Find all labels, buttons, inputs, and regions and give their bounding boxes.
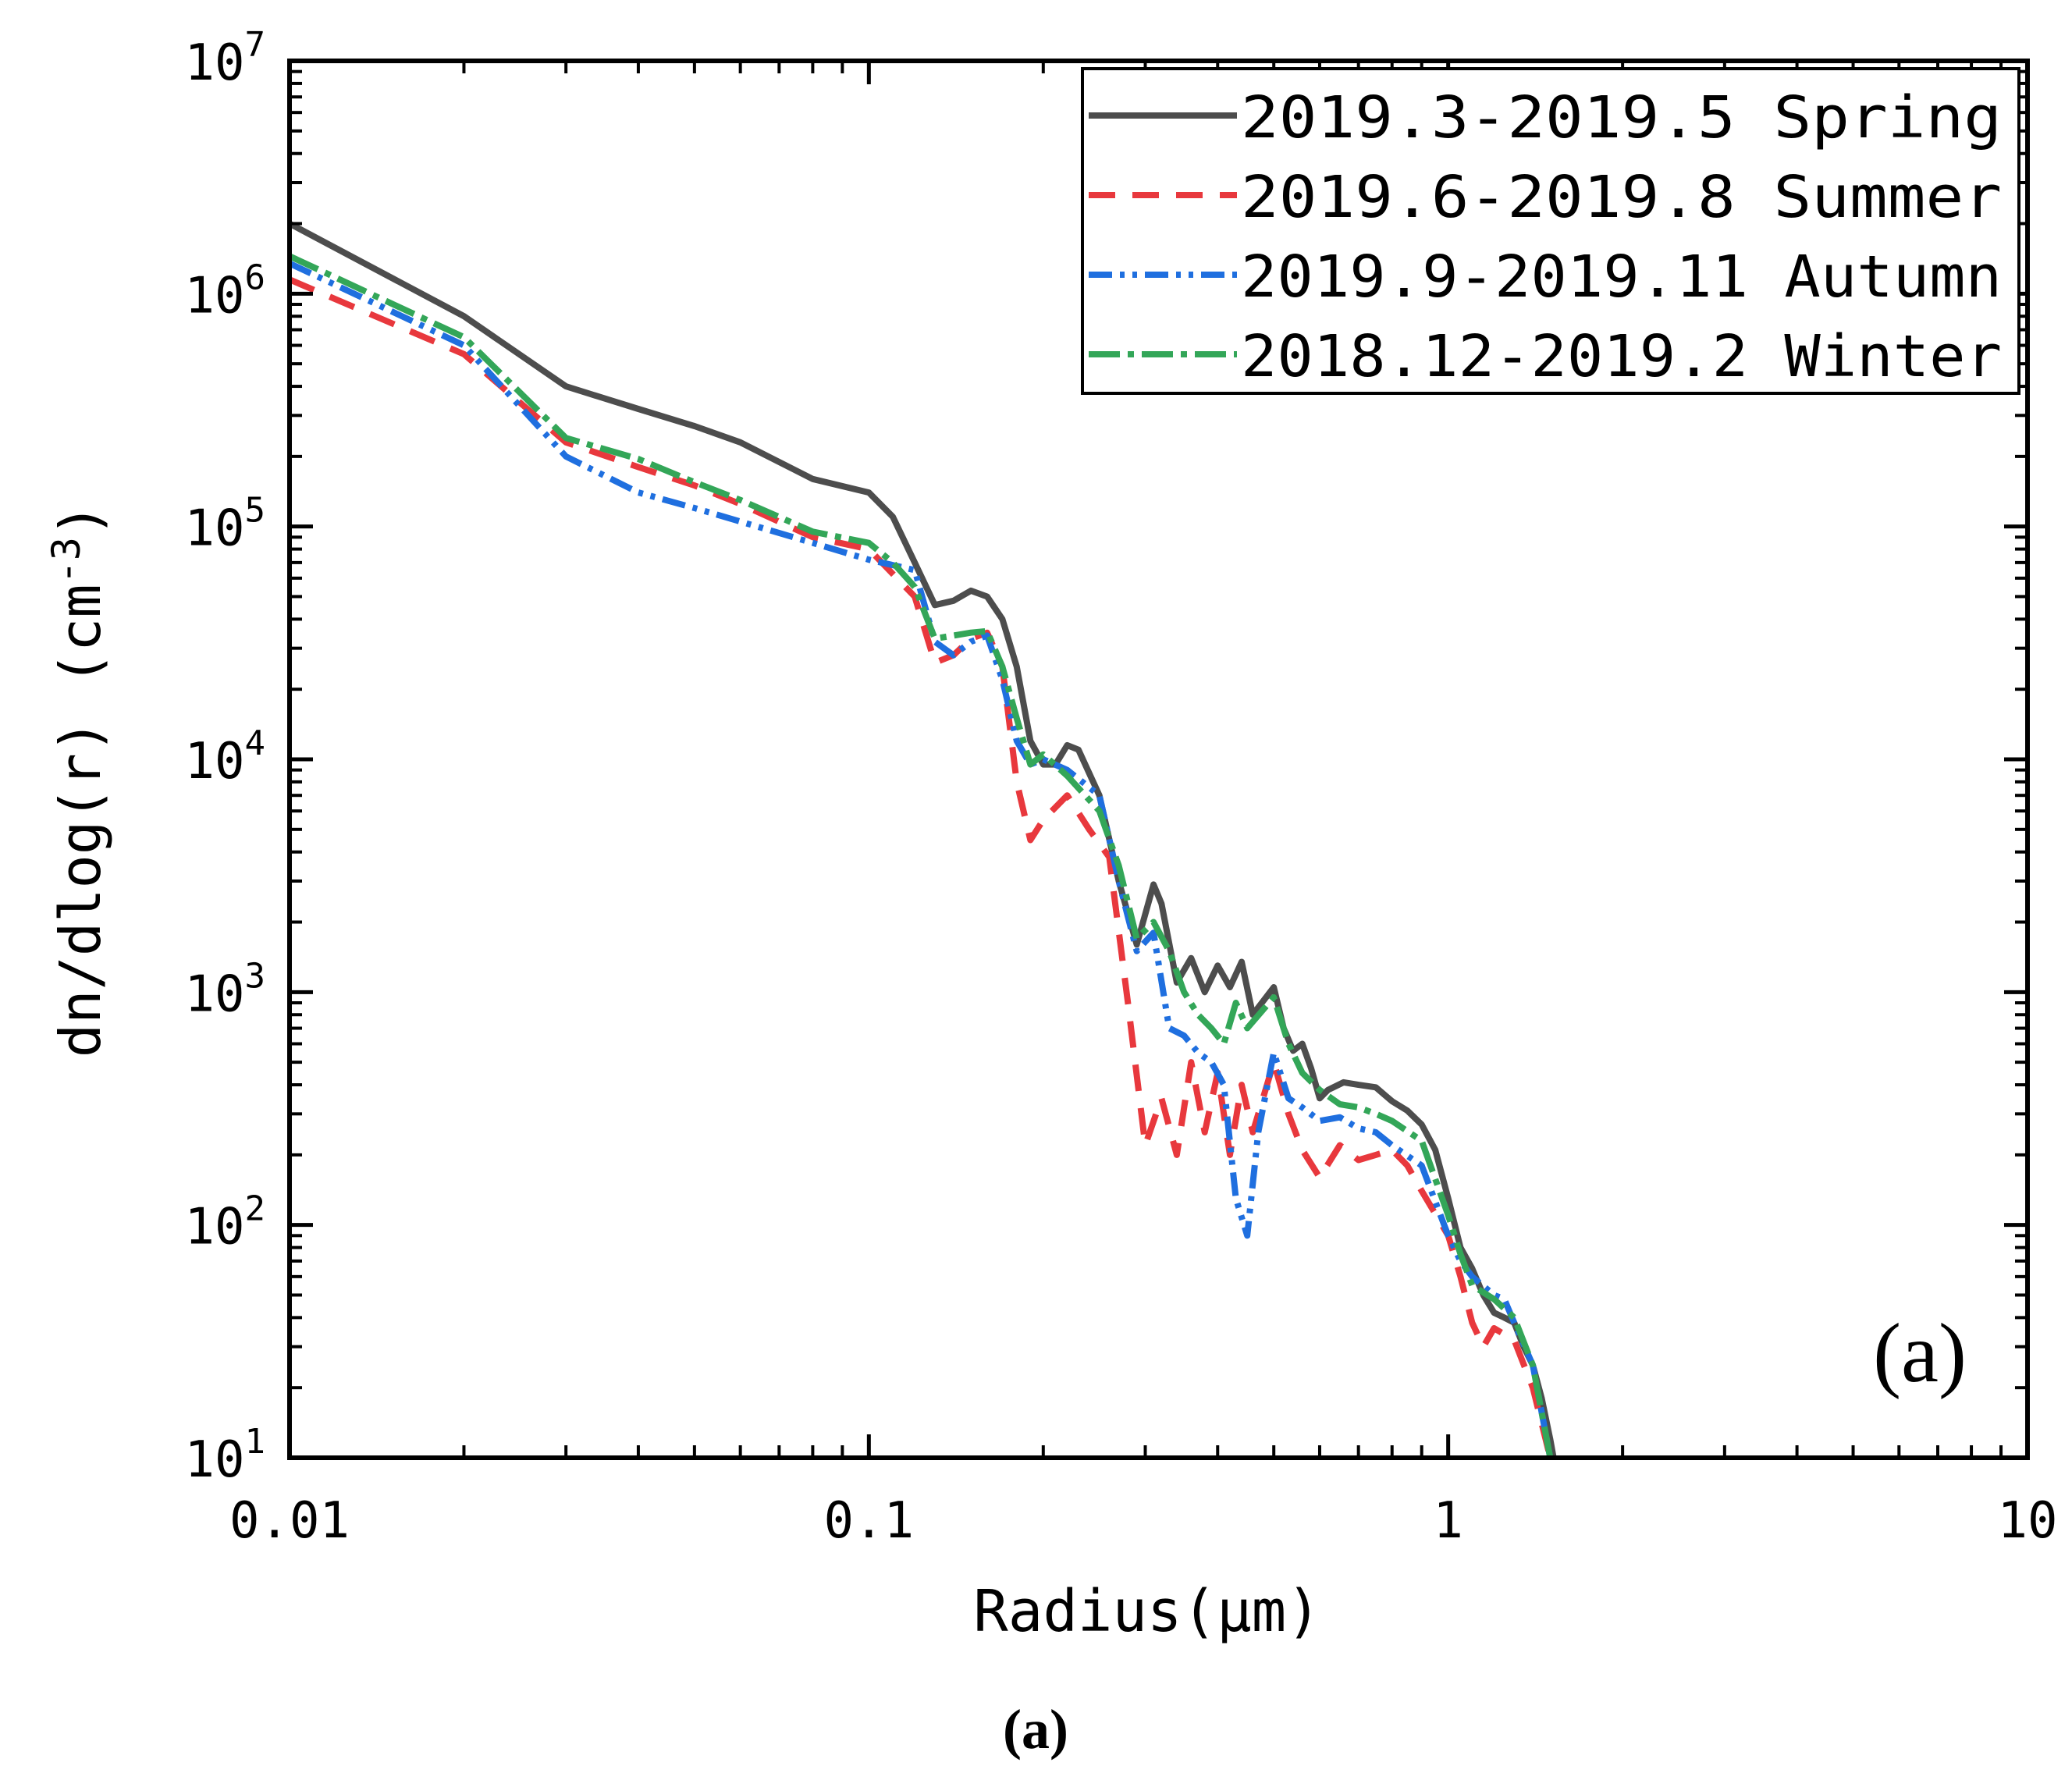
series-line-2 (290, 276, 1554, 1458)
x-axis-title: Radius(μm) (973, 1578, 1321, 1645)
legend-label-1: 2019.3-2019.5 Spring (1241, 84, 2002, 151)
legend-label-2: 2019.6-2019.8 Summer (1241, 164, 2002, 231)
y-tick-label: 106 (184, 258, 265, 325)
panel-label: (a) (1873, 1307, 1967, 1400)
x-tick-label: 0.1 (824, 1492, 915, 1550)
y-axis-title-close: ) (48, 503, 113, 537)
legend: 2019.3-2019.5 Spring 2019.6-2019.8 Summer… (1081, 67, 2020, 395)
x-tick-label: 0.01 (229, 1492, 350, 1550)
y-tick-label: 105 (184, 491, 265, 558)
figure-caption: (a) (1003, 1698, 1068, 1761)
x-tick-label: 10 (1997, 1492, 2057, 1550)
y-axis-title-exp: -3 (44, 537, 89, 584)
legend-label-4: 2018.12-2019.2 Winter (1241, 323, 2002, 390)
series-line-4 (290, 253, 1554, 1458)
series-line-1 (290, 220, 1557, 1458)
y-tick-label: 101 (184, 1422, 265, 1489)
legend-box (1081, 67, 2020, 395)
y-tick-label: 107 (184, 25, 265, 92)
y-axis-title: dn/dlog(r) (cm-3) (44, 503, 113, 1057)
y-tick-label: 104 (184, 723, 265, 791)
x-tick-label: 1 (1433, 1492, 1463, 1550)
legend-label-3: 2019.9-2019.11 Autumn (1241, 243, 2002, 311)
y-axis-title-main: dn/dlog(r) (cm (48, 584, 113, 1057)
y-tick-label: 103 (184, 956, 265, 1023)
y-tick-label: 102 (184, 1189, 265, 1256)
